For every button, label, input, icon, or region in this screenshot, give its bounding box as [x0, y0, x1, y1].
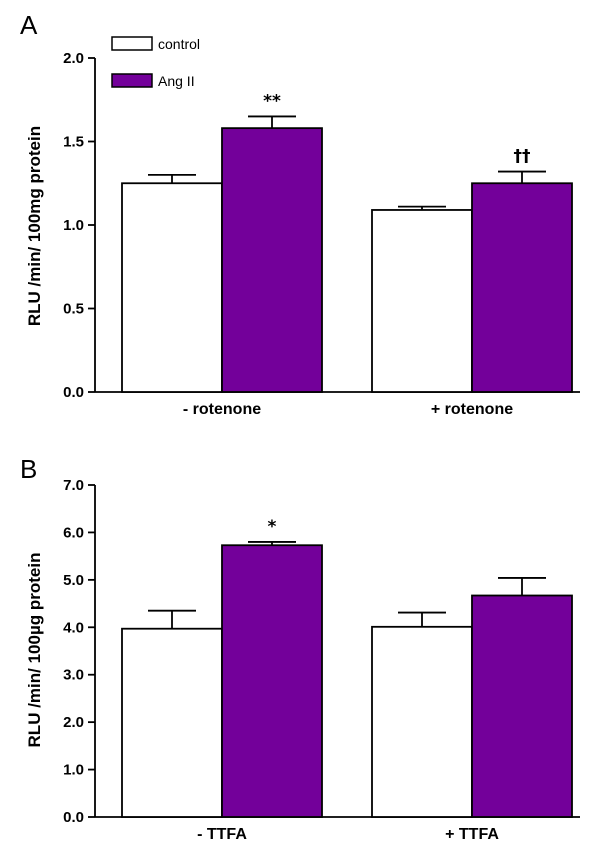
y-tick-label: 3.0	[63, 667, 84, 684]
significance-marker: ††	[514, 147, 531, 167]
y-tick-label: 0.0	[63, 384, 84, 401]
y-tick-label: 2.0	[63, 50, 84, 67]
panel-a-letter: A	[20, 10, 38, 40]
bar-control	[371, 625, 473, 818]
bar-control	[371, 209, 473, 393]
legend-swatch-control	[111, 36, 153, 51]
bar-control	[121, 182, 223, 393]
category-label: + TTFA	[445, 826, 499, 841]
bar-ang-ii	[471, 594, 573, 818]
category-label: + rotenone	[431, 401, 513, 418]
legend-swatch-ang-ii	[111, 73, 153, 88]
y-tick-label: 1.0	[63, 217, 84, 234]
significance-marker: **	[263, 91, 281, 111]
y-tick-label: 1.5	[63, 134, 84, 151]
bar-ang-ii	[221, 127, 323, 393]
y-tick-label: 4.0	[63, 619, 84, 636]
panel-b-plot: 0.0 1.0 2.0 3.0 4.0 5.0 6.0 7.0 - TTFA + TTFA *	[63, 477, 580, 841]
legend-label-ang-ii: Ang II	[158, 73, 195, 89]
y-tick-label: 5.0	[63, 572, 84, 589]
y-tick-label: 7.0	[63, 477, 84, 494]
bar-ang-ii	[471, 182, 573, 393]
y-tick-label: 0.5	[63, 301, 84, 318]
y-tick-label: 0.0	[63, 809, 84, 826]
category-label: - TTFA	[197, 826, 247, 841]
legend-label-control: control	[158, 36, 200, 52]
bar-control	[121, 627, 223, 818]
panel-a-ylabel: RLU /min/ 100mg protein	[25, 126, 44, 326]
bar-ang-ii	[221, 544, 323, 818]
significance-marker: *	[268, 517, 277, 537]
panel-b-letter: B	[20, 454, 37, 484]
panel-a-plot: 0.0 0.5 1.0 1.5 2.0 - rotenone + rotenone ** ††	[63, 50, 580, 418]
y-tick-label: 1.0	[63, 762, 84, 779]
y-tick-label: 2.0	[63, 714, 84, 731]
panel-b-ylabel: RLU /min/ 100µg protein	[25, 553, 44, 748]
y-tick-label: 6.0	[63, 524, 84, 541]
category-label: - rotenone	[183, 401, 261, 418]
legend: control Ang II	[111, 36, 200, 89]
